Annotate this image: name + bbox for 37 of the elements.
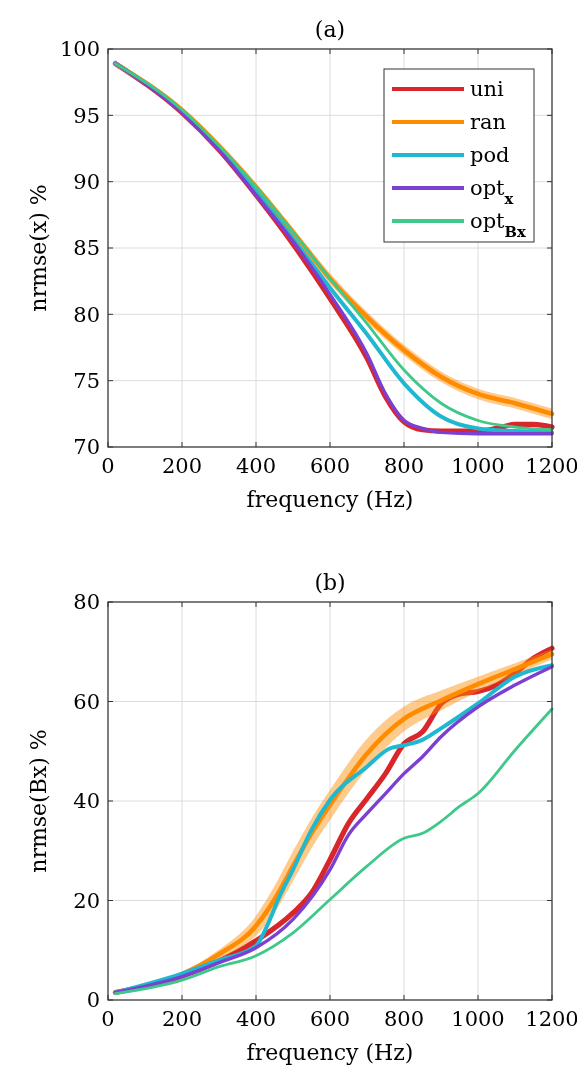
chart-title: (a) <box>314 17 346 42</box>
legend-label: uni <box>470 77 505 102</box>
y-tick-label: 80 <box>73 590 100 615</box>
y-tick-label: 70 <box>73 435 100 460</box>
y-tick-label: 95 <box>73 103 100 128</box>
x-tick-label: 600 <box>309 454 351 478</box>
x-axis-title: frequency (Hz) <box>246 1040 414 1065</box>
x-tick-label: 800 <box>383 454 425 478</box>
x-tick-label: 1200 <box>525 1007 579 1031</box>
y-tick-label: 80 <box>73 302 100 327</box>
y-tick-label: 75 <box>73 369 100 394</box>
chart-title: (b) <box>314 570 346 595</box>
x-tick-label: 600 <box>309 1007 351 1031</box>
y-axis-title: nrmse(x) % <box>26 184 51 312</box>
legend-label: ran <box>470 110 507 135</box>
legend-label: opt$_{Bx}$ <box>470 209 526 240</box>
x-tick-label: 0 <box>101 454 115 478</box>
y-tick-label: 85 <box>73 236 100 261</box>
y-tick-label: 90 <box>73 170 100 195</box>
y-tick-label: 0 <box>86 988 100 1013</box>
y-tick-label: 40 <box>73 789 100 814</box>
y-axis-title: nrmse(Bx) % <box>26 729 51 873</box>
x-axis-title: frequency (Hz) <box>246 487 414 512</box>
y-tick-label: 60 <box>73 689 100 714</box>
y-tick-label: 100 <box>59 37 100 62</box>
x-tick-label: 0 <box>101 1007 115 1031</box>
legend-label: pod <box>470 143 510 168</box>
legend-label: opt$_{x}$ <box>470 176 514 207</box>
x-tick-label: 800 <box>383 1007 425 1031</box>
x-tick-label: 1000 <box>451 454 505 478</box>
x-tick-label: 400 <box>235 454 277 478</box>
x-tick-label: 200 <box>161 1007 203 1031</box>
x-tick-label: 200 <box>161 454 203 478</box>
x-tick-label: 400 <box>235 1007 277 1031</box>
y-tick-label: 20 <box>73 888 100 913</box>
x-tick-label: 1200 <box>525 454 579 478</box>
x-tick-label: 1000 <box>451 1007 505 1031</box>
